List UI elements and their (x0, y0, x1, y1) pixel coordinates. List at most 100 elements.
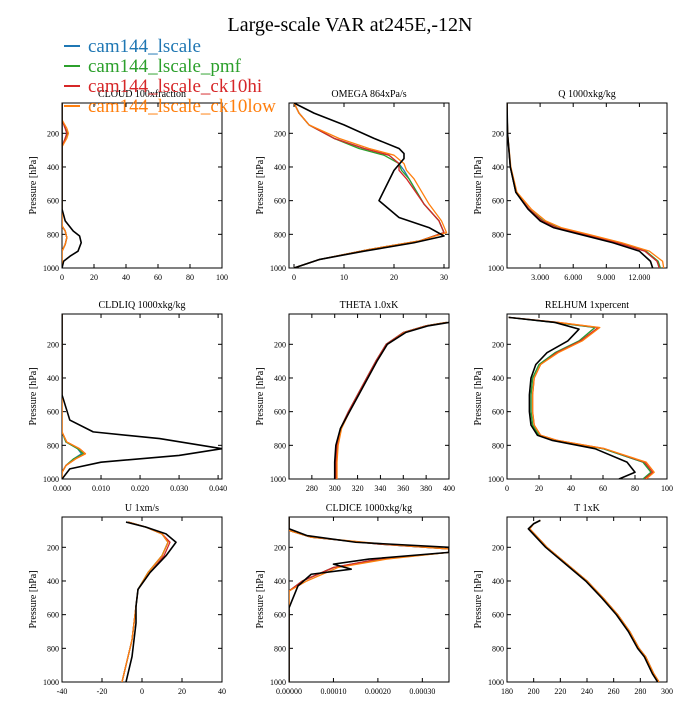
panel-2: Q 1000xkg/kg Pressure [hPa] 200 400 600 800 10… (473, 89, 668, 282)
y-tick-label: 1000 (488, 475, 504, 484)
panel-title: CLOUD 100xfraction (98, 89, 186, 100)
y-axis-label: Pressure [hPa] (28, 570, 39, 628)
series-group (289, 517, 449, 682)
x-tick-label: 3.000 (531, 273, 549, 282)
x-tick-label: 0.020 (131, 484, 149, 493)
series-group (527, 519, 660, 682)
y-tick-label: 1000 (488, 264, 504, 273)
series-line-cam144_lscale_ck10low (62, 314, 87, 479)
series-line-reference (527, 519, 659, 682)
x-tick-label: 20 (390, 273, 398, 282)
y-tick-label: 800 (47, 230, 59, 239)
y-tick-label: 1000 (43, 264, 59, 273)
y-tick-label: 800 (492, 441, 504, 450)
x-tick-label: 20 (535, 484, 543, 493)
x-tick-label: 0.040 (209, 484, 227, 493)
x-tick-label: 6.000 (564, 273, 582, 282)
x-tick-label: 300 (661, 687, 673, 696)
series-line-reference (289, 517, 449, 682)
series-group (121, 521, 177, 682)
x-tick-label: 0.00030 (409, 687, 435, 696)
series-line-reference (125, 521, 177, 682)
panel-frame (506, 313, 668, 480)
x-tick-label: 20 (178, 687, 186, 696)
panel-title: CLDLIQ 1000xkg/kg (99, 300, 186, 311)
x-tick-label: 60 (154, 273, 162, 282)
series-group (507, 103, 665, 268)
x-tick-label: -40 (57, 687, 68, 696)
y-tick-label: 400 (492, 577, 504, 586)
panel-title: CLDICE 1000xkg/kg (326, 503, 412, 514)
x-tick-label: 0.010 (92, 484, 110, 493)
x-tick-label: 340 (374, 484, 386, 493)
panel-4: THETA 1.0xK Pressure [hPa] 200 400 600 800 100… (255, 300, 455, 493)
y-tick-label: 1000 (270, 475, 286, 484)
x-tick-label: -20 (97, 687, 108, 696)
x-tick-label: 40 (218, 687, 226, 696)
x-tick-label: 100 (216, 273, 228, 282)
y-tick-label: 400 (274, 577, 286, 586)
series-line-cam144_lscale_ck10low (293, 103, 448, 268)
x-tick-label: 0.00010 (320, 687, 346, 696)
y-tick-label: 600 (47, 197, 59, 206)
x-tick-label: 280 (634, 687, 646, 696)
series-line-reference (333, 321, 449, 479)
x-tick-label: 0 (60, 273, 64, 282)
series-line-cam144_lscale_ck10low (62, 103, 70, 268)
x-tick-label: 100 (661, 484, 673, 493)
x-tick-label: 280 (306, 484, 318, 493)
x-tick-label: 380 (420, 484, 432, 493)
panel-title: T 1xK (574, 503, 600, 514)
series-group (333, 321, 449, 479)
y-tick-label: 400 (492, 374, 504, 383)
legend-label: cam144_lscale_ck10low (88, 96, 276, 117)
y-tick-label: 800 (492, 644, 504, 653)
y-tick-label: 800 (274, 644, 286, 653)
panel-0: CLOUD 100xfraction Pressure [hPa] 200 40 0 60… (28, 89, 228, 282)
x-tick-label: 40 (122, 273, 130, 282)
series-line-cam144_lscale_ck10low (508, 316, 655, 479)
x-tick-label: 400 (443, 484, 455, 493)
y-tick-label: 600 (274, 408, 286, 417)
y-tick-label: 200 (492, 340, 504, 349)
y-tick-label: 600 (274, 611, 286, 620)
y-tick-label: 400 (274, 163, 286, 172)
y-axis-label: Pressure [hPa] (28, 156, 39, 214)
panel-frame (288, 313, 450, 480)
y-tick-label: 600 (274, 197, 286, 206)
y-tick-label: 400 (274, 374, 286, 383)
y-tick-label: 800 (47, 644, 59, 653)
y-tick-label: 400 (492, 163, 504, 172)
x-tick-label: 360 (397, 484, 409, 493)
y-tick-label: 200 (47, 340, 59, 349)
y-tick-label: 200 (47, 129, 59, 138)
x-tick-label: 40 (567, 484, 575, 493)
series-line-reference (62, 314, 222, 479)
y-tick-label: 800 (47, 441, 59, 450)
y-tick-label: 600 (47, 611, 59, 620)
y-axis-label: Pressure [hPa] (255, 367, 266, 425)
panel-title: OMEGA 864xPa/s (331, 89, 406, 100)
y-tick-label: 400 (47, 577, 59, 586)
x-tick-label: 9.000 (597, 273, 615, 282)
x-tick-label: 200 (528, 687, 540, 696)
y-axis-label: Pressure [hPa] (473, 367, 484, 425)
legend: cam144_lscalecam144_lscale_pmfcam144_lsc… (64, 36, 276, 117)
series-line-reference (62, 103, 82, 268)
y-tick-label: 200 (274, 543, 286, 552)
x-tick-label: 10 (340, 273, 348, 282)
y-axis-label: Pressure [hPa] (28, 367, 39, 425)
series-group (508, 316, 655, 479)
x-tick-label: 0 (292, 273, 296, 282)
x-tick-label: 260 (608, 687, 620, 696)
y-tick-label: 400 (47, 374, 59, 383)
y-tick-label: 200 (47, 543, 59, 552)
y-tick-label: 1000 (43, 678, 59, 687)
y-tick-label: 200 (274, 129, 286, 138)
x-tick-label: 180 (501, 687, 513, 696)
